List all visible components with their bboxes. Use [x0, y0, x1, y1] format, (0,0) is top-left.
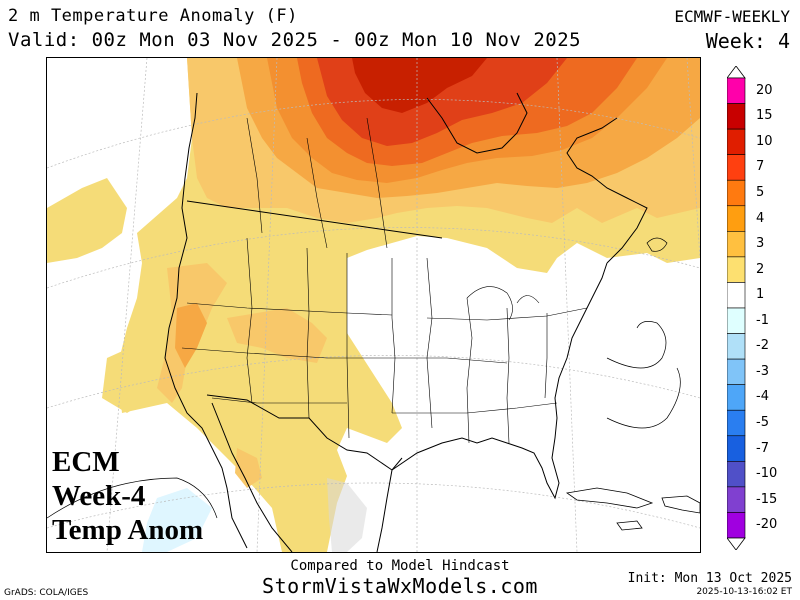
colorbar-swatch: [727, 358, 746, 385]
mexico-east-coast: [376, 469, 393, 552]
pacific-coast: [164, 92, 248, 549]
jamaica: [616, 520, 643, 531]
colorbar-label: -15: [756, 491, 778, 507]
baja-coast: [211, 402, 293, 552]
us-mexico-border: [206, 394, 403, 471]
valid-period: Valid: 00z Mon 03 Nov 2025 - 00z Mon 10 …: [8, 29, 582, 51]
colorbar-label: 5: [756, 185, 765, 200]
state-lines: [181, 117, 588, 444]
caribbean-islands: [565, 487, 700, 531]
colorbar-label: 4: [756, 210, 765, 226]
anomaly-plus10-area: [352, 58, 487, 113]
colorbar-label: 15: [756, 108, 773, 124]
colorbar-swatch: [727, 486, 746, 513]
colorbar-swatch: [727, 307, 746, 334]
colorbar-label: -2: [756, 338, 769, 354]
colorbar-label: 3: [756, 236, 765, 252]
colorbar: [727, 66, 746, 550]
colorbar-swatch: [727, 384, 746, 411]
colorbar-label: -3: [756, 363, 769, 379]
colorbar-swatch: [727, 461, 746, 488]
colorbar-swatch: [727, 435, 746, 462]
colorbar-label: 2: [756, 261, 765, 277]
anomaly-plus3-area: [175, 303, 207, 368]
colorbar-label: -5: [756, 415, 769, 430]
mexico-grey-area: [327, 478, 367, 552]
overlay-line-3: Temp Anom: [52, 514, 204, 546]
colorbar-swatch: [727, 179, 746, 207]
colorbar-label: 20: [756, 82, 773, 98]
color-legend: [727, 66, 797, 550]
anomaly-plus1-area: [47, 178, 127, 263]
grads-credit: GrADS: COLA/IGES: [4, 588, 89, 598]
overlay-line-1: ECM: [52, 446, 120, 478]
hudson-bay: [426, 92, 528, 154]
canada-east-coast: [566, 117, 648, 264]
anomaly-plus2-area: [235, 448, 262, 488]
colorbar-swatch: [727, 333, 746, 360]
anomaly-minus1-area: [142, 488, 212, 552]
model-name: ECMWF-WEEKLY: [674, 7, 790, 26]
overlay-line-2: Week-4: [52, 480, 146, 512]
week-label: Week: 4: [705, 29, 790, 53]
colorbar-top-arrow: [727, 66, 746, 79]
colorbar-label: 7: [756, 159, 765, 175]
cuba: [565, 487, 654, 509]
anomaly-plus10-region: [352, 58, 487, 113]
init-time: Init: Mon 13 Oct 2025: [627, 571, 792, 586]
colorbar-label: 1: [756, 287, 765, 303]
contour-lines: [47, 237, 681, 519]
colorbar-swatch: [727, 154, 746, 181]
colorbar-swatch: [727, 205, 746, 232]
colorbar-swatch: [727, 409, 746, 437]
site-url[interactable]: StormVistaWxModels.com: [262, 574, 538, 598]
colorbar-swatch: [727, 128, 746, 155]
map-title: 2 m Temperature Anomaly (F): [8, 6, 298, 26]
colorbar-label: -1: [756, 312, 769, 328]
colorbar-swatch: [727, 231, 746, 258]
timestamp: 2025-10-13-16:02 ET: [696, 587, 792, 597]
colorbar-swatch: [727, 103, 746, 130]
hindcast-note: Compared to Model Hindcast: [290, 558, 510, 574]
colorbar-label: -20: [756, 517, 778, 533]
colorbar-label: -4: [756, 389, 769, 405]
colorbar-label: 10: [756, 133, 773, 149]
anomaly-map: [46, 57, 701, 553]
colorbar-swatch: [727, 282, 746, 309]
colorbar-bottom-arrow: [727, 537, 746, 550]
anomaly-plus2-area: [227, 308, 327, 363]
colorbar-label: -7: [756, 440, 769, 456]
colorbar-swatch: [727, 77, 746, 104]
overlay-label: ECM Week-4 Temp Anom: [52, 445, 203, 547]
colorbar-swatch: [727, 512, 746, 539]
hispaniola: [661, 495, 700, 514]
colorbar-label: -10: [756, 466, 778, 482]
colorbar-swatch: [727, 256, 746, 283]
gulf-coast: [391, 262, 608, 500]
